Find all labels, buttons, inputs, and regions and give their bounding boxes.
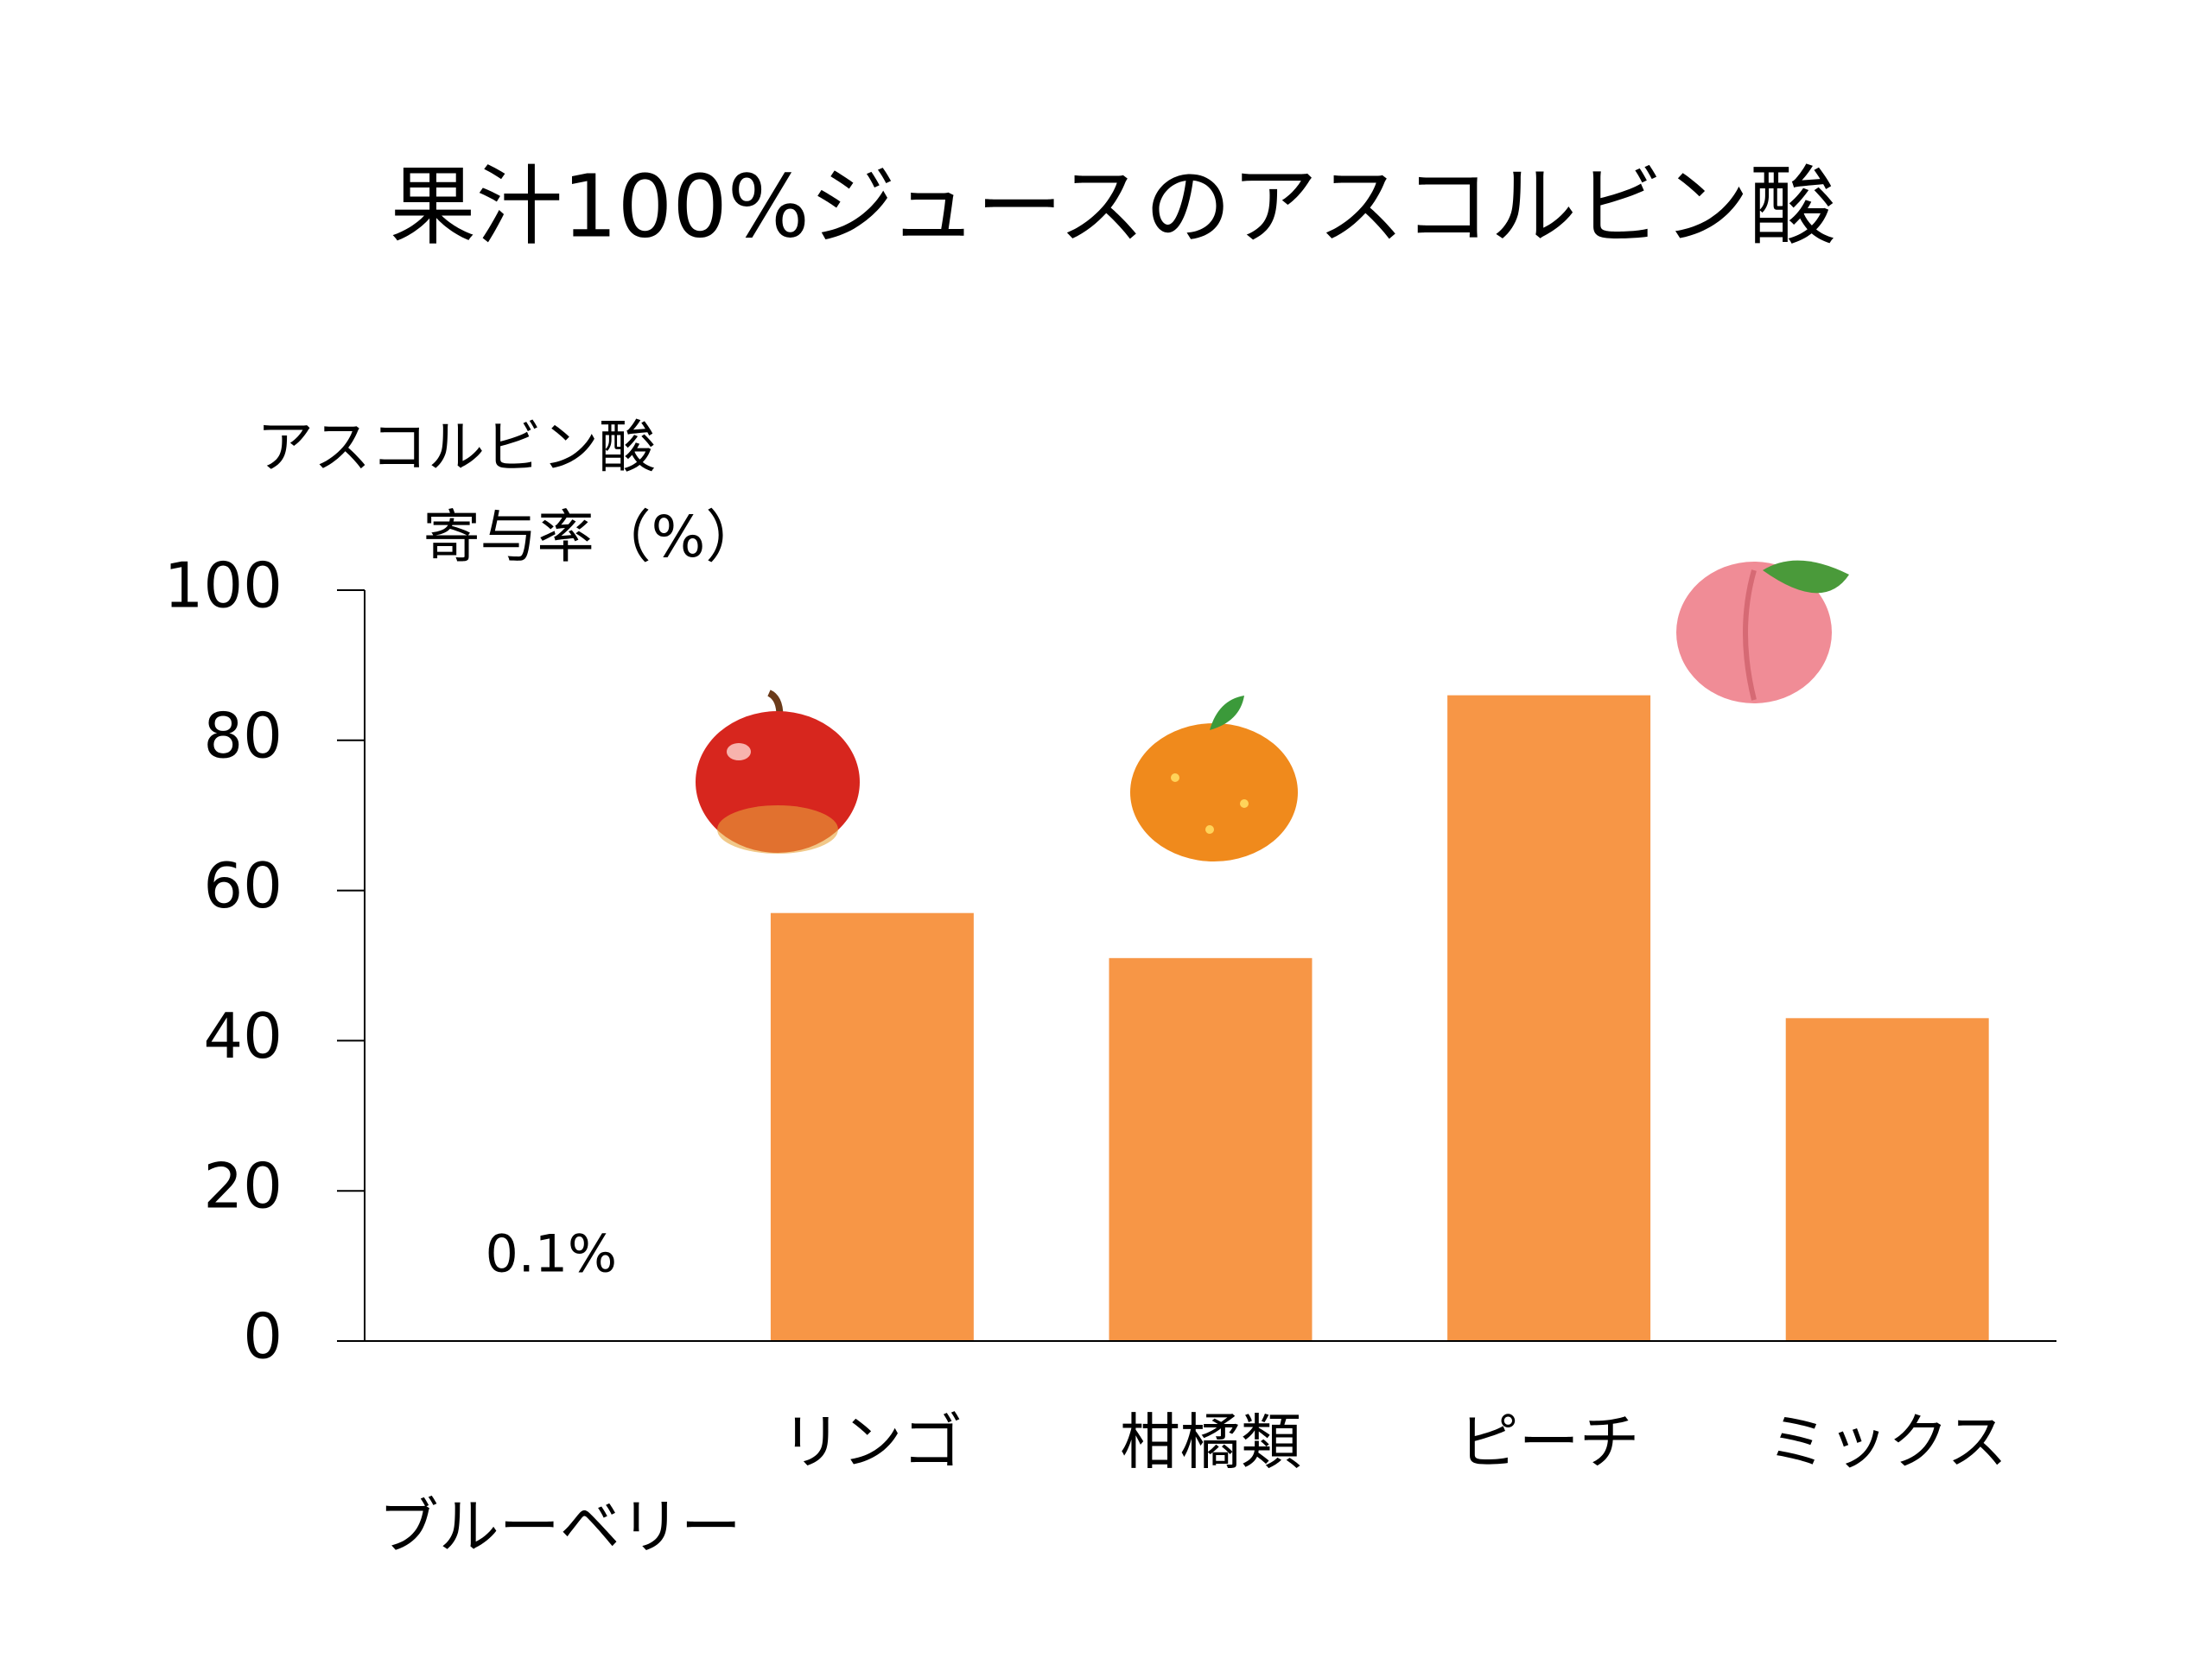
y-tick-label: 40 xyxy=(203,1000,283,1072)
data-label: 0.1% xyxy=(486,1224,617,1285)
y-axis-label: アスコルビン酸 xyxy=(257,414,656,480)
y-tick-label: 0 xyxy=(243,1300,283,1373)
y-tick-label: 20 xyxy=(203,1150,283,1223)
bar xyxy=(1447,695,1651,1341)
chart-title: 果汁100%ジュースのアスコルビン酸 xyxy=(390,156,1836,257)
peach-icon xyxy=(1676,560,1849,703)
bar xyxy=(770,912,974,1341)
x-tick-label: ミックス xyxy=(1767,1407,2007,1478)
orange-icon xyxy=(1130,696,1298,861)
x-tick-label: 柑橘類 xyxy=(1120,1407,1301,1478)
x-tick-label: ピーチ xyxy=(1459,1407,1640,1478)
apple-icon xyxy=(696,690,860,854)
x-tick-label: リンゴ xyxy=(781,1407,963,1478)
bar xyxy=(1109,957,1313,1341)
bar xyxy=(1785,1018,1989,1341)
y-tick-label: 100 xyxy=(164,550,283,622)
x-tick-label: ブルーベリー xyxy=(378,1491,741,1562)
y-tick-label: 80 xyxy=(203,699,283,772)
y-tick-label: 60 xyxy=(203,849,283,922)
y-axis-label: 寄与率（%） xyxy=(423,504,763,570)
